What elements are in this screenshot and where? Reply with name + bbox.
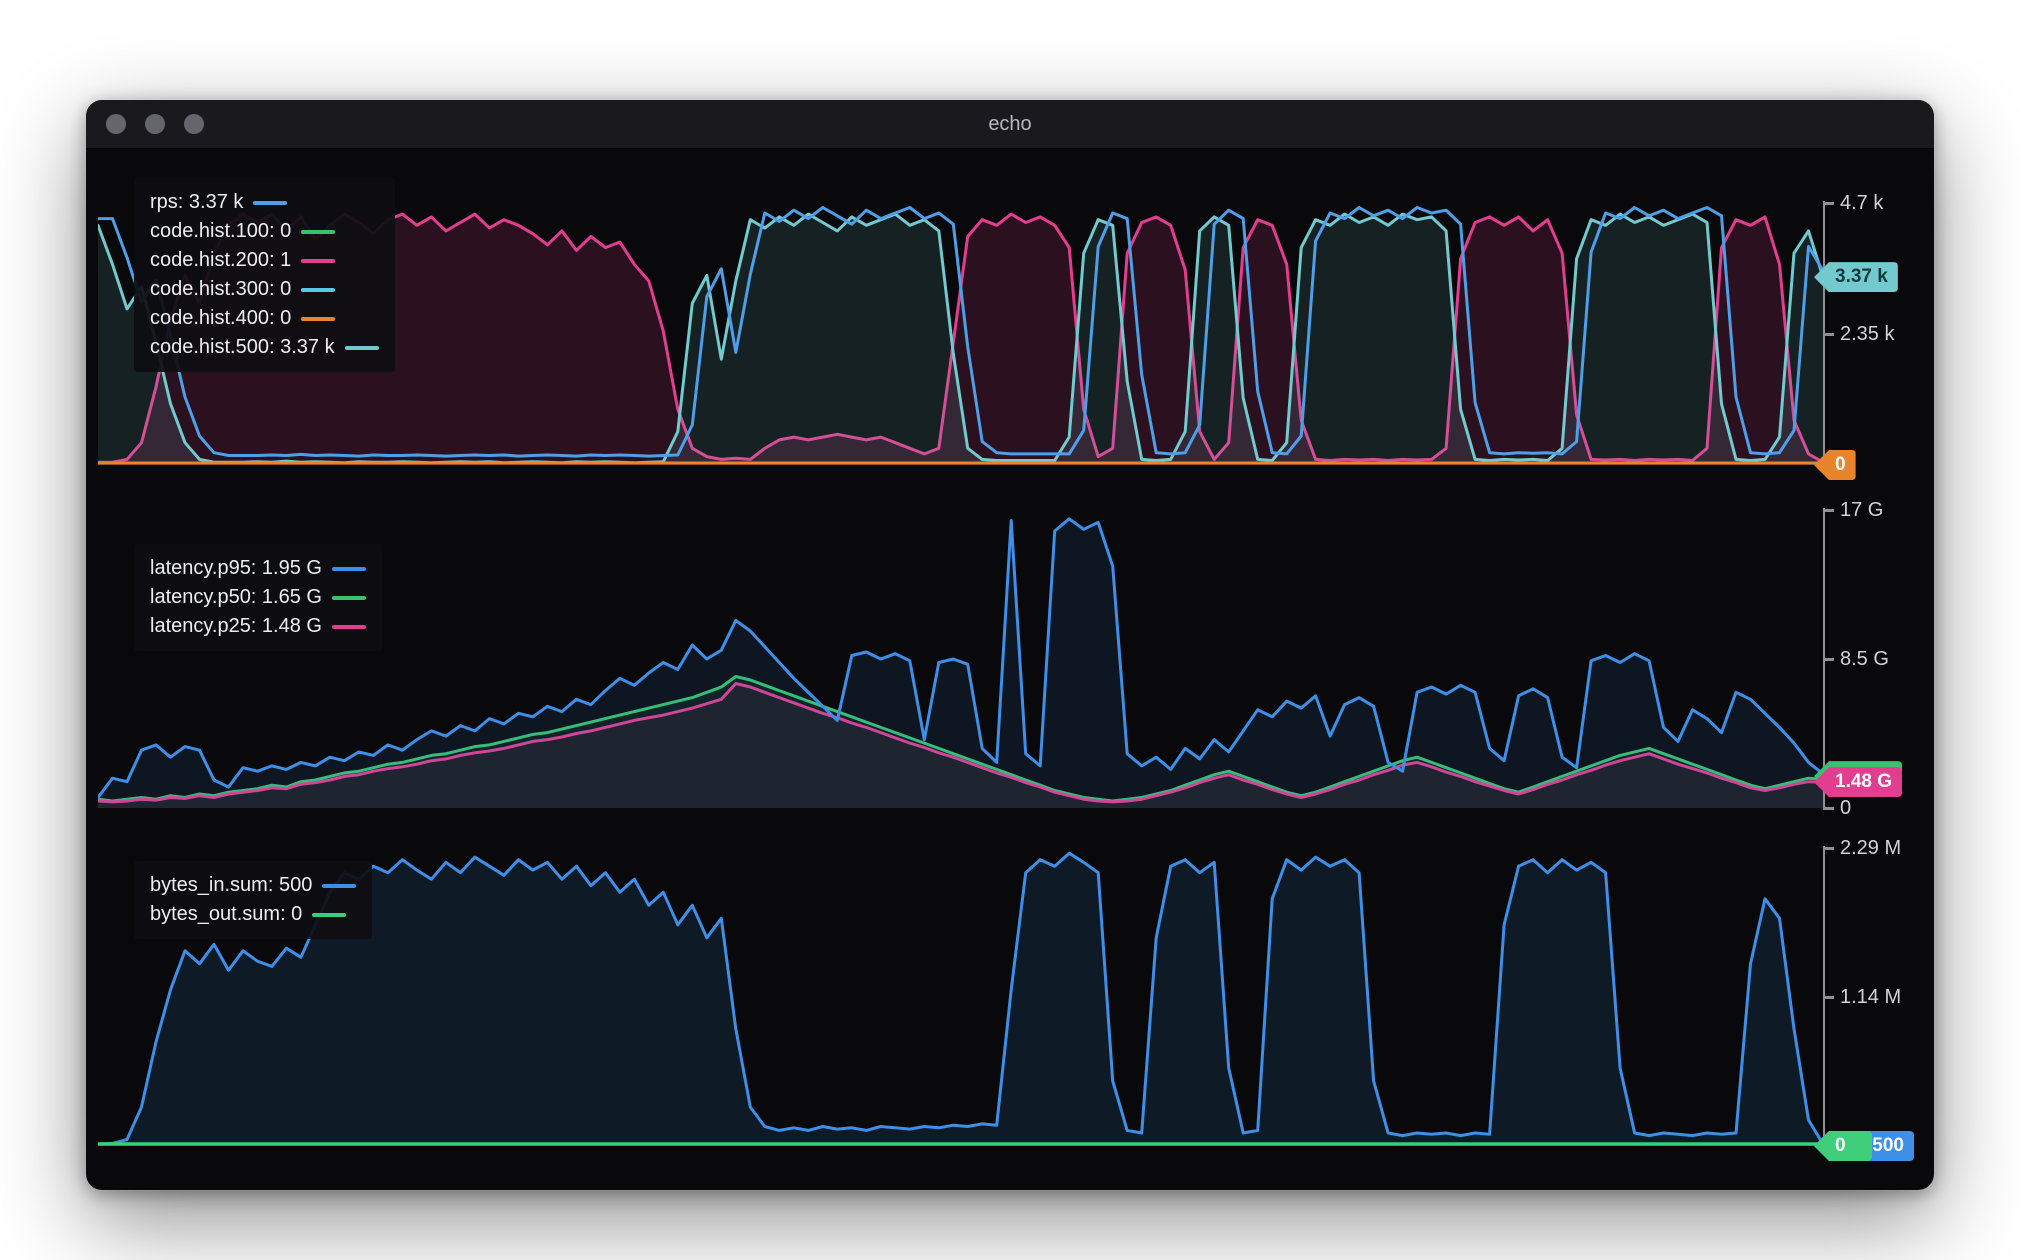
axis-label: 17 G [1840,499,1884,521]
legend-label: code.hist.100: 0 [150,220,292,242]
legend-label: code.hist.500: 3.37 k [150,336,335,358]
legend-swatch [331,595,366,600]
zoom-button[interactable] [184,114,204,134]
axis-tick [1825,508,1834,512]
legend-swatch [344,345,379,350]
legend-label: bytes_in.sum: 500 [150,874,313,896]
chart-latency-legend: latency.p95: 1.95 G latency.p50: 1.65 G la… [134,544,382,651]
latency.p95-area [98,518,1823,808]
close-button[interactable] [106,114,126,134]
axis-tick [1825,657,1834,661]
chart-bytes-plot [98,851,1823,1146]
legend-swatch [312,912,347,917]
rps-line [98,206,1823,458]
bytes_in.sum-area [98,853,1823,1146]
legend-item: bytes_out.sum: 0 [150,900,356,929]
chart-bytes-legend: bytes_in.sum: 500 bytes_out.sum: 0 [134,861,373,939]
chart-latency: 17 G8.5 G01.65 G1.48 G [86,499,1934,819]
axis-label: 8.5 G [1840,648,1889,670]
legend-item: latency.p50: 1.65 G [150,583,366,612]
axis-tick [1825,995,1834,999]
window-title: echo [988,113,1032,135]
legend-item: code.hist.500: 3.37 k [150,333,379,362]
axis-label: 1.14 M [1840,986,1902,1008]
y-axis-line [1823,508,1825,810]
legend-swatch [301,229,336,234]
chart-latency-y-axis: 17 G8.5 G01.65 G1.48 G [1814,499,1933,819]
legend-item: code.hist.100: 0 [150,217,379,246]
latency.p50-area [98,676,1823,808]
legend-label: latency.p50: 1.65 G [150,586,322,608]
legend-label: code.hist.300: 0 [150,278,292,300]
legend-item: latency.p25: 1.48 G [150,612,366,641]
legend-label: code.hist.400: 0 [150,307,292,329]
axis-tick [1825,201,1834,205]
legend-item: code.hist.300: 0 [150,275,379,304]
legend-swatch [253,200,288,205]
legend-item: latency.p95: 1.95 G [150,554,366,583]
chart-rps-legend: rps: 3.37 k code.hist.100: 0 code.hist.200… [134,178,395,372]
chart-bytes-y-axis: 2.29 M 1.14 M 500 0 [1814,837,1933,1161]
legend-item: rps: 3.37 k [150,188,379,217]
legend-item: bytes_in.sum: 500 [150,871,357,900]
legend-label: latency.p95: 1.95 G [150,557,322,579]
legend-item: code.hist.200: 1 [150,246,379,275]
axis-label: 2.29 M [1840,837,1902,859]
latency.p25-line [98,682,1823,804]
legend-swatch [331,624,366,629]
value-badge: 3.37 k [1814,262,1898,293]
y-axis-line [1823,846,1825,1148]
legend-label: rps: 3.37 k [150,191,244,213]
chart-bytes: 2.29 M 1.14 M 500 0 [86,837,1934,1161]
value-badge: 1.48 G [1814,767,1903,798]
axis-tick [1825,332,1834,336]
axis-label: 0 [1840,797,1852,819]
code.hist.500-area [98,214,1823,465]
window-controls [106,114,204,134]
titlebar: echo [86,100,1934,149]
axis-tick [1825,846,1834,850]
legend-swatch [301,287,336,292]
axis-label: 4.7 k [1840,192,1884,214]
legend-swatch [322,883,357,888]
latency.p50-line [98,675,1823,803]
legend-label: bytes_out.sum: 0 [150,903,303,925]
legend-swatch [331,566,366,571]
app-window: echo 4.7 k 2.35 k 3.37 k 0 rps: 3.37 k code.… [85,99,1935,1191]
legend-swatch [301,258,336,263]
minimize-button[interactable] [145,114,165,134]
legend-item: code.hist.400: 0 [150,304,379,333]
axis-tick [1825,806,1834,810]
legend-label: latency.p25: 1.48 G [150,615,322,637]
axis-label: 2.35 k [1840,323,1895,345]
chart-latency-plot [98,517,1823,808]
code.hist.200-area [98,214,1823,465]
legend-swatch [301,316,336,321]
legend-label: code.hist.200: 1 [150,249,292,271]
latency.p25-area [98,683,1823,808]
bytes_in.sum-line [98,851,1823,1146]
latency.p95-line [98,517,1823,799]
y-axis-line [1823,201,1825,467]
